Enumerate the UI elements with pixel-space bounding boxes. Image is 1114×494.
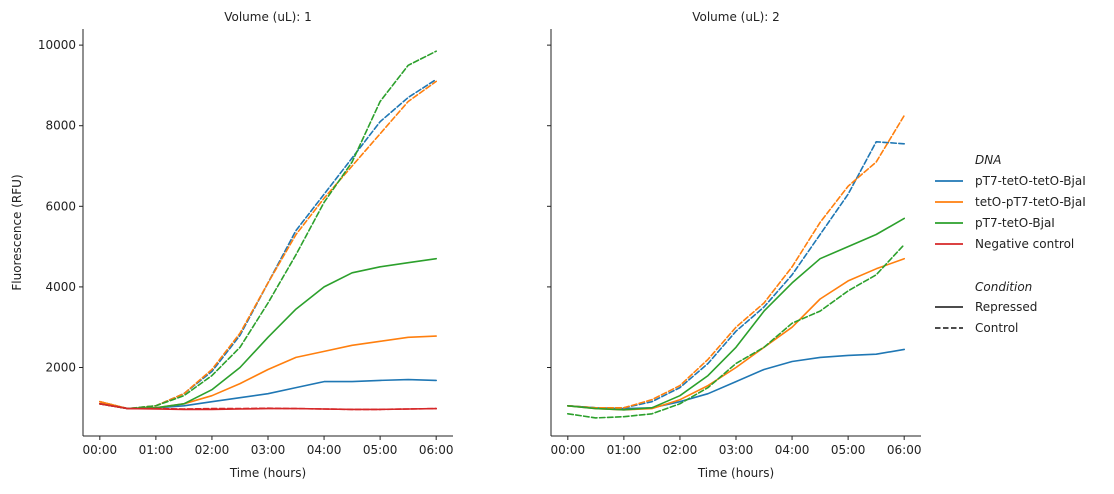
series-line (99, 80, 438, 410)
x-tick-label: 04:00 (307, 443, 342, 457)
legend-label: pT7-tetO-tetO-BjaI (975, 174, 1086, 188)
legend-label: Control (975, 321, 1018, 335)
x-tick-label: 03:00 (251, 443, 286, 457)
series-line (566, 243, 906, 419)
y-axis-title: Fluorescence (RFU) (10, 174, 24, 290)
x-tick-label: 00:00 (83, 443, 118, 457)
y-tick-label: 2000 (45, 360, 76, 374)
x-tick-label: 05:00 (363, 443, 398, 457)
series-line (99, 78, 438, 410)
panel-title: Volume (uL): 1 (224, 10, 312, 24)
legend-label: Repressed (975, 300, 1037, 314)
legend-label: Negative control (975, 237, 1074, 251)
x-axis-title: Time (hours) (697, 466, 774, 480)
x-tick-label: 04:00 (775, 443, 810, 457)
series-line (566, 257, 906, 411)
x-tick-label: 06:00 (419, 443, 454, 457)
x-tick-label: 02:00 (195, 443, 230, 457)
series-line (99, 50, 438, 410)
x-tick-label: 00:00 (551, 443, 586, 457)
x-axis-title: Time (hours) (229, 466, 306, 480)
legend-label: tetO-pT7-tetO-BjaI (975, 195, 1086, 209)
series-line (99, 257, 438, 410)
legend-title-condition: Condition (975, 280, 1032, 294)
y-tick-label: 4000 (45, 280, 76, 294)
x-tick-label: 01:00 (139, 443, 174, 457)
legend-title-dna: DNA (975, 153, 1001, 167)
x-tick-label: 01:00 (607, 443, 642, 457)
y-tick-label: 6000 (45, 199, 76, 213)
y-tick-label: 8000 (45, 119, 76, 133)
panel-title: Volume (uL): 2 (692, 10, 780, 24)
x-tick-label: 03:00 (719, 443, 754, 457)
series-line (99, 335, 438, 410)
y-tick-label: 10000 (38, 38, 76, 52)
x-tick-label: 02:00 (663, 443, 698, 457)
legend-label: pT7-tetO-BjaI (975, 216, 1055, 230)
series-line (99, 402, 438, 411)
x-tick-label: 06:00 (887, 443, 922, 457)
x-tick-label: 05:00 (831, 443, 866, 457)
series-line (566, 348, 906, 410)
series-line (566, 114, 906, 409)
series-line (99, 378, 438, 410)
series-line (566, 217, 906, 411)
